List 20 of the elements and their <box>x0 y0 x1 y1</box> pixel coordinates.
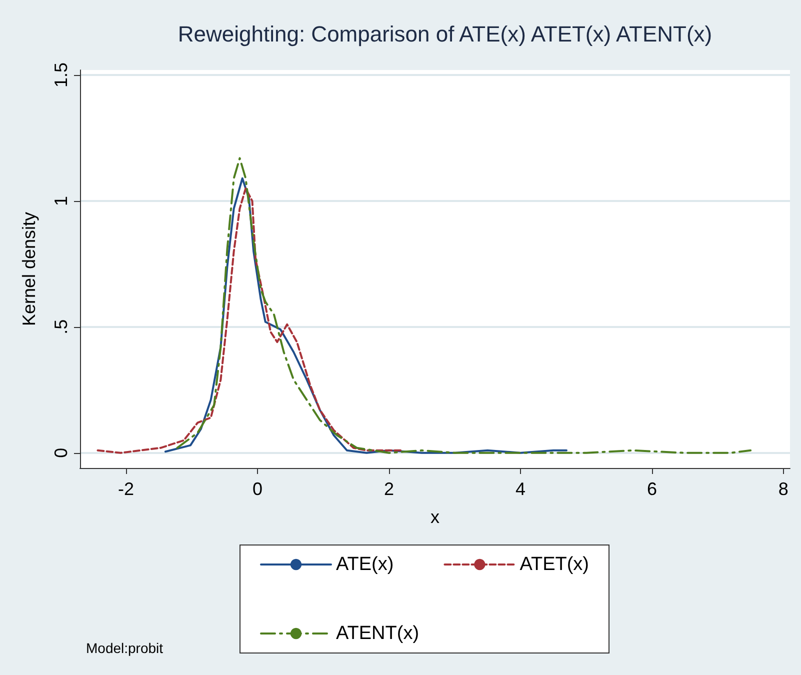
x-tick-label: 4 <box>515 479 526 499</box>
y-tick-label: 1.5 <box>51 62 71 88</box>
x-axis-title: x <box>430 507 440 527</box>
y-tick-label: .5 <box>51 319 71 334</box>
legend-label: ATET(x) <box>520 554 590 575</box>
y-tick-label: 0 <box>51 448 71 458</box>
line-series <box>176 157 752 454</box>
y-axis-title: Kernel density <box>19 212 39 326</box>
x-tick-label: 8 <box>778 479 788 499</box>
chart-title: Reweighting: Comparison of ATE(x) ATET(x) ATENT(x) <box>178 22 712 46</box>
text: Model:probit <box>86 640 164 656</box>
line-series <box>164 177 568 454</box>
legend-label: ATE(x) <box>336 554 394 575</box>
x-tick-label: -2 <box>118 479 134 499</box>
x-tick-label: 6 <box>646 479 657 499</box>
x-tick-label: 2 <box>384 479 394 499</box>
x-tick-label: 0 <box>252 479 263 499</box>
y-tick-label: 1 <box>51 196 71 206</box>
legend-label: ATENT(x) <box>336 623 420 644</box>
line-series <box>96 187 404 454</box>
